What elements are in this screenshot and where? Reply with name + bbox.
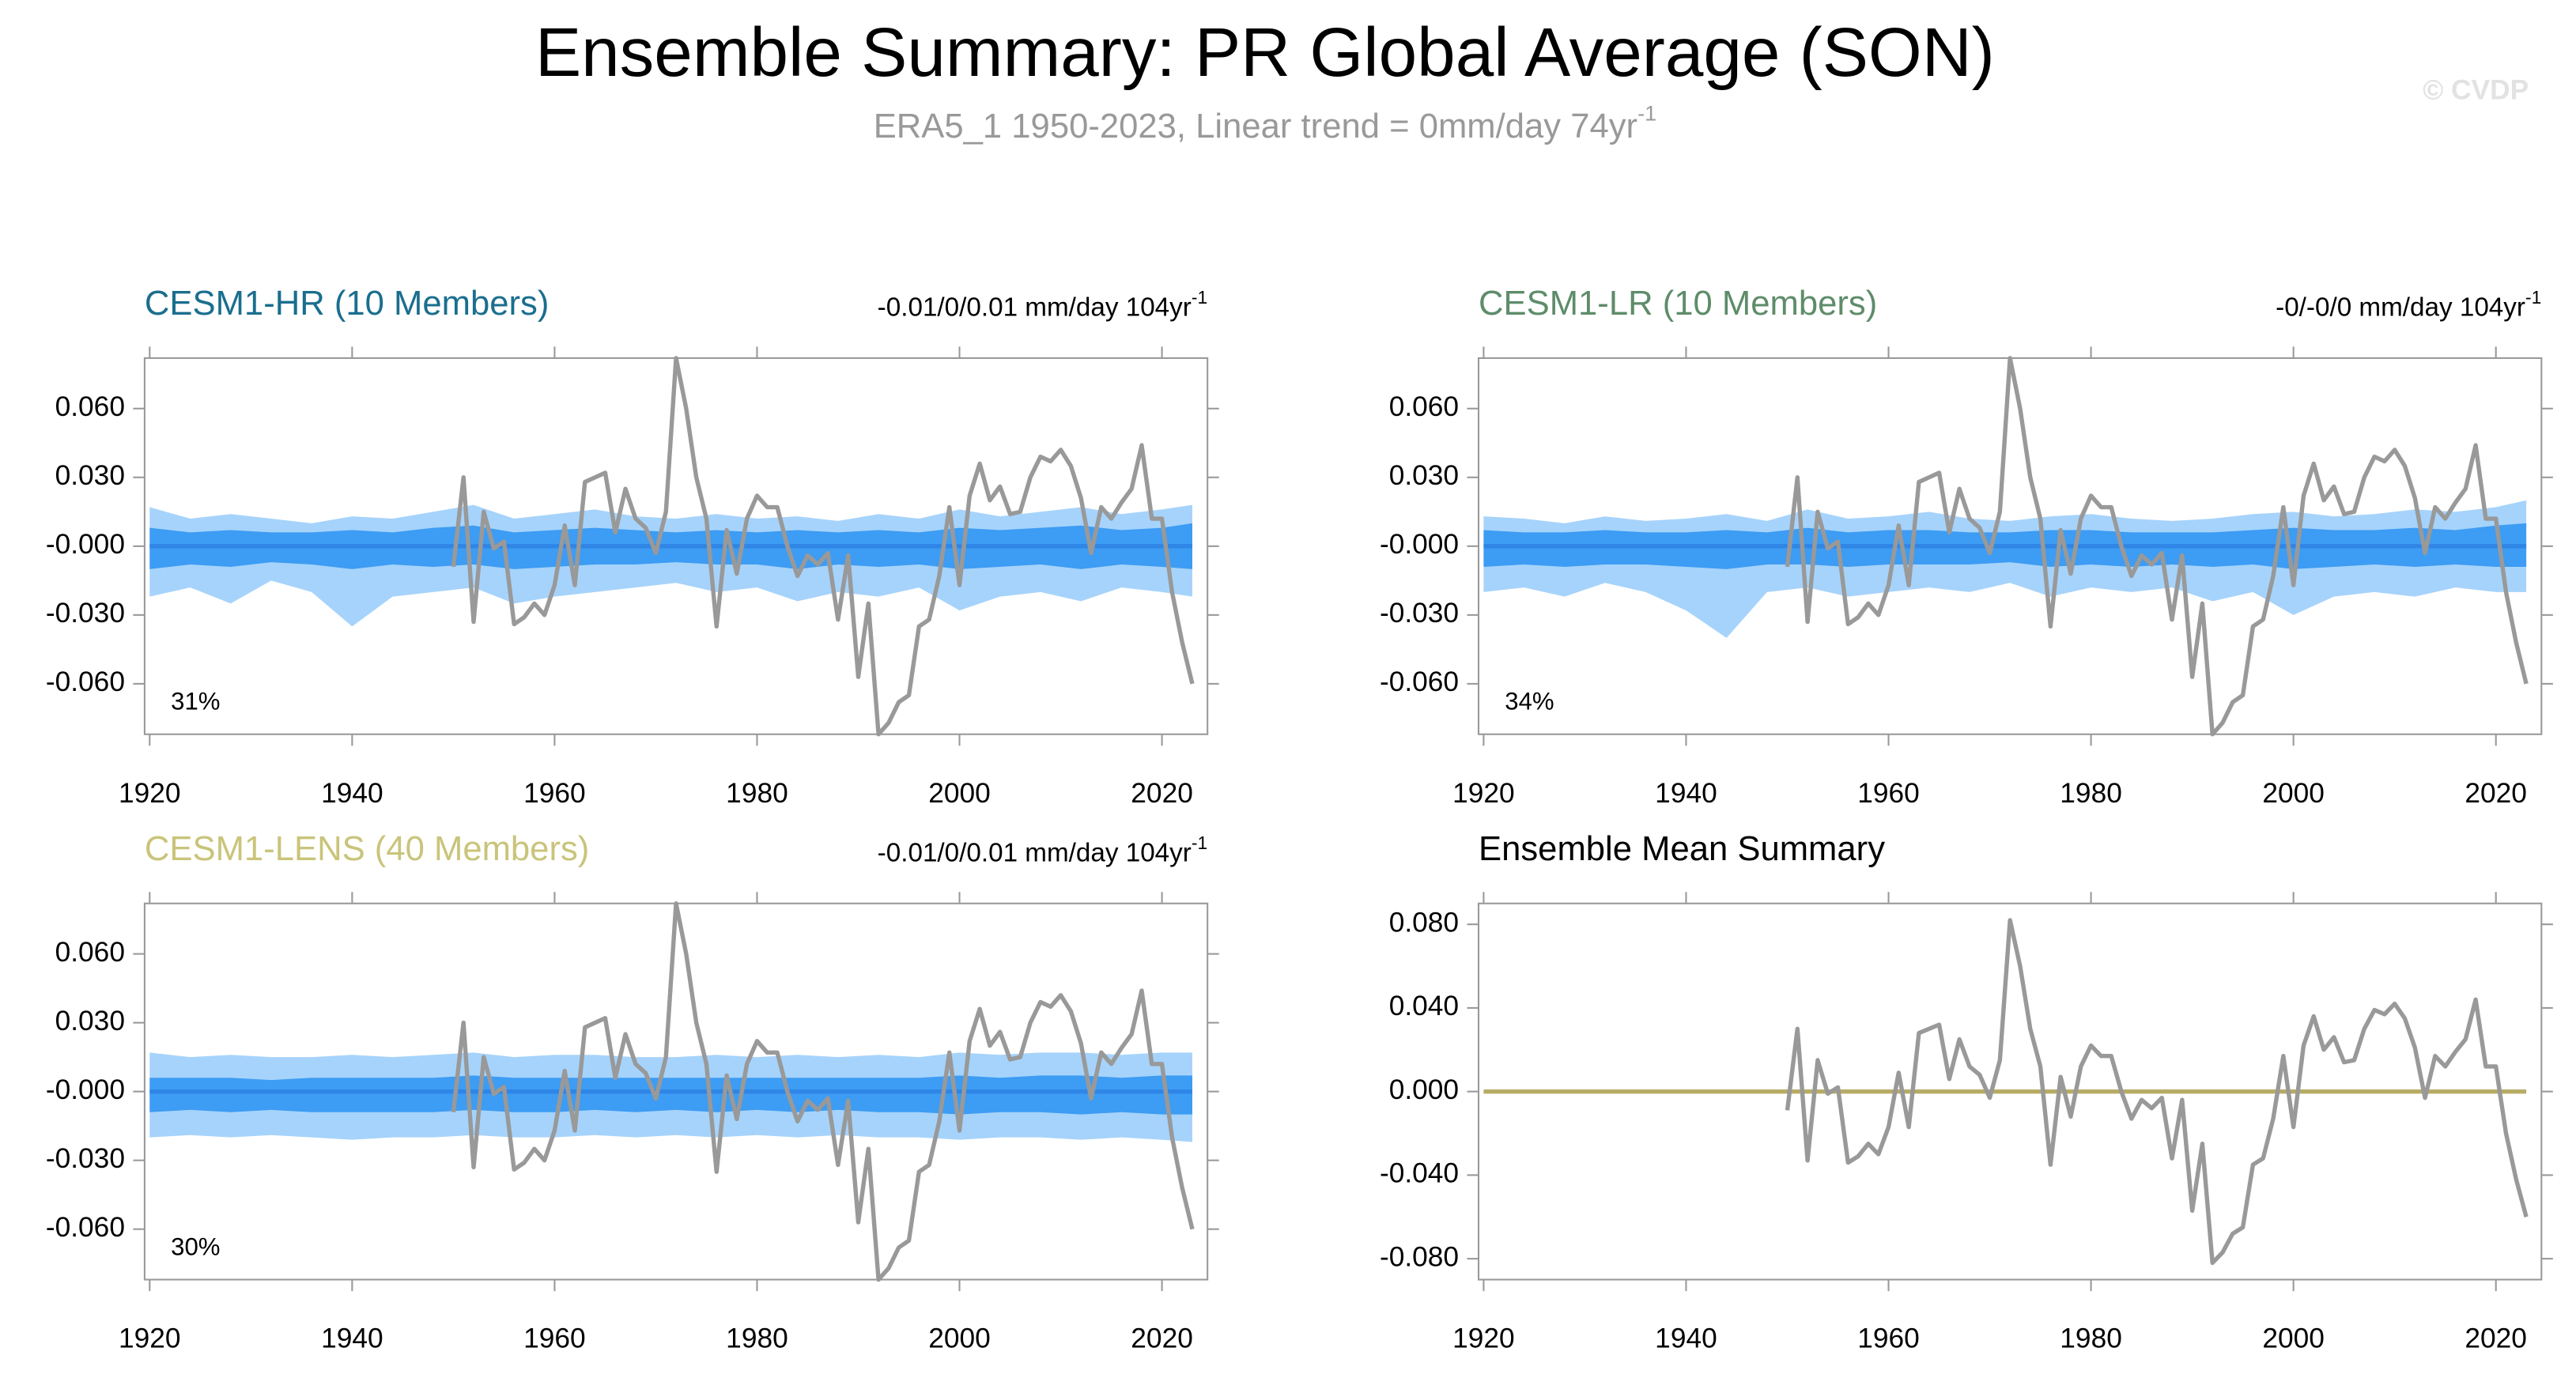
trend-label: -0.01/0/0.01 mm/day 104yr-1 bbox=[878, 832, 1208, 867]
panel-title: CESM1-HR (10 Members) bbox=[145, 285, 549, 323]
x-tick-label: 1940 bbox=[1655, 778, 1717, 809]
trend-sup: -1 bbox=[1192, 832, 1207, 853]
y-tick-label: 0.030 bbox=[55, 1006, 125, 1036]
x-tick-label: 2020 bbox=[1131, 778, 1193, 809]
x-tick-label: 1980 bbox=[726, 1323, 788, 1354]
x-tick-label: 1960 bbox=[523, 778, 586, 809]
x-tick-label: 1920 bbox=[1452, 1323, 1515, 1354]
trend-text: -0/-0/0 mm/day 104yr bbox=[2276, 293, 2525, 322]
observed-line bbox=[451, 901, 1195, 1282]
y-tick-label: 0.060 bbox=[1389, 391, 1459, 422]
x-tick-label: 2000 bbox=[2262, 1323, 2325, 1354]
x-tick-label: 1980 bbox=[726, 778, 788, 809]
x-tick-label: 1940 bbox=[321, 778, 383, 809]
x-tick-label: 1940 bbox=[321, 1323, 383, 1354]
y-tick-label: -0.030 bbox=[46, 1143, 125, 1174]
subtitle: ERA5_1 1950-2023, Linear trend = 0mm/day… bbox=[874, 102, 1656, 145]
y-tick-label: -0.040 bbox=[1380, 1158, 1459, 1189]
y-tick-label: -0.060 bbox=[46, 1212, 125, 1243]
x-tick-label: 2020 bbox=[2465, 1323, 2527, 1354]
y-tick-label: -0.030 bbox=[46, 598, 125, 629]
y-tick-label: 0.080 bbox=[1389, 908, 1459, 938]
x-tick-label: 2000 bbox=[928, 778, 991, 809]
trend-label: -0.01/0/0.01 mm/day 104yr-1 bbox=[878, 287, 1208, 322]
y-tick-label: 0.030 bbox=[55, 460, 125, 491]
trend-sup: -1 bbox=[1192, 287, 1207, 308]
y-tick-label: 0.060 bbox=[55, 937, 125, 968]
x-tick-label: 2020 bbox=[2465, 778, 2527, 809]
x-tick-label: 1940 bbox=[1655, 1323, 1717, 1354]
panel-title: CESM1-LENS (40 Members) bbox=[145, 830, 589, 868]
x-tick-label: 1980 bbox=[2060, 1323, 2122, 1354]
y-tick-label: 0.000 bbox=[1389, 1074, 1459, 1105]
observed-line bbox=[1785, 918, 2529, 1266]
x-tick-label: 1920 bbox=[119, 778, 181, 809]
trend-text: -0.01/0/0.01 mm/day 104yr bbox=[878, 293, 1192, 322]
x-tick-label: 1960 bbox=[1857, 778, 1920, 809]
spread-band bbox=[149, 504, 1192, 627]
trend-sup: -1 bbox=[2525, 287, 2541, 308]
y-tick-label: -0.060 bbox=[1380, 666, 1459, 697]
x-tick-label: 1960 bbox=[523, 1323, 586, 1354]
y-tick-label: -0.000 bbox=[46, 529, 125, 560]
x-tick-label: 1960 bbox=[1857, 1323, 1920, 1354]
spread-band bbox=[149, 1075, 1192, 1115]
x-tick-label: 2020 bbox=[1131, 1323, 1193, 1354]
spread-band bbox=[1483, 500, 2527, 638]
x-tick-label: 1920 bbox=[1452, 778, 1515, 809]
annotation: 31% bbox=[171, 687, 220, 715]
y-tick-label: -0.080 bbox=[1380, 1241, 1459, 1272]
y-tick-label: -0.030 bbox=[1380, 598, 1459, 629]
subtitle-text: ERA5_1 1950-2023, Linear trend = 0mm/day… bbox=[874, 108, 1637, 145]
observed-line bbox=[1785, 356, 2529, 737]
x-tick-label: 1920 bbox=[119, 1323, 181, 1354]
y-tick-label: 0.030 bbox=[1389, 460, 1459, 491]
annotation: 34% bbox=[1505, 687, 1554, 715]
observed-line bbox=[451, 356, 1195, 737]
trend-label: -0/-0/0 mm/day 104yr-1 bbox=[2276, 287, 2541, 322]
panel-title: Ensemble Mean Summary bbox=[1479, 830, 1885, 868]
y-tick-label: 0.040 bbox=[1389, 991, 1459, 1021]
annotation: 30% bbox=[171, 1233, 220, 1260]
y-tick-label: 0.060 bbox=[55, 391, 125, 422]
subtitle-sup: -1 bbox=[1637, 102, 1656, 126]
trend-text: -0.01/0/0.01 mm/day 104yr bbox=[878, 838, 1192, 867]
x-tick-label: 1980 bbox=[2060, 778, 2122, 809]
x-tick-label: 2000 bbox=[2262, 778, 2325, 809]
y-tick-label: -0.060 bbox=[46, 666, 125, 697]
x-tick-label: 2000 bbox=[928, 1323, 991, 1354]
page-title: Ensemble Summary: PR Global Average (SON… bbox=[535, 14, 1995, 91]
panel-title: CESM1-LR (10 Members) bbox=[1479, 285, 1877, 323]
y-tick-label: -0.000 bbox=[46, 1074, 125, 1105]
watermark: © CVDP bbox=[2423, 75, 2529, 106]
y-tick-label: -0.000 bbox=[1380, 529, 1459, 560]
